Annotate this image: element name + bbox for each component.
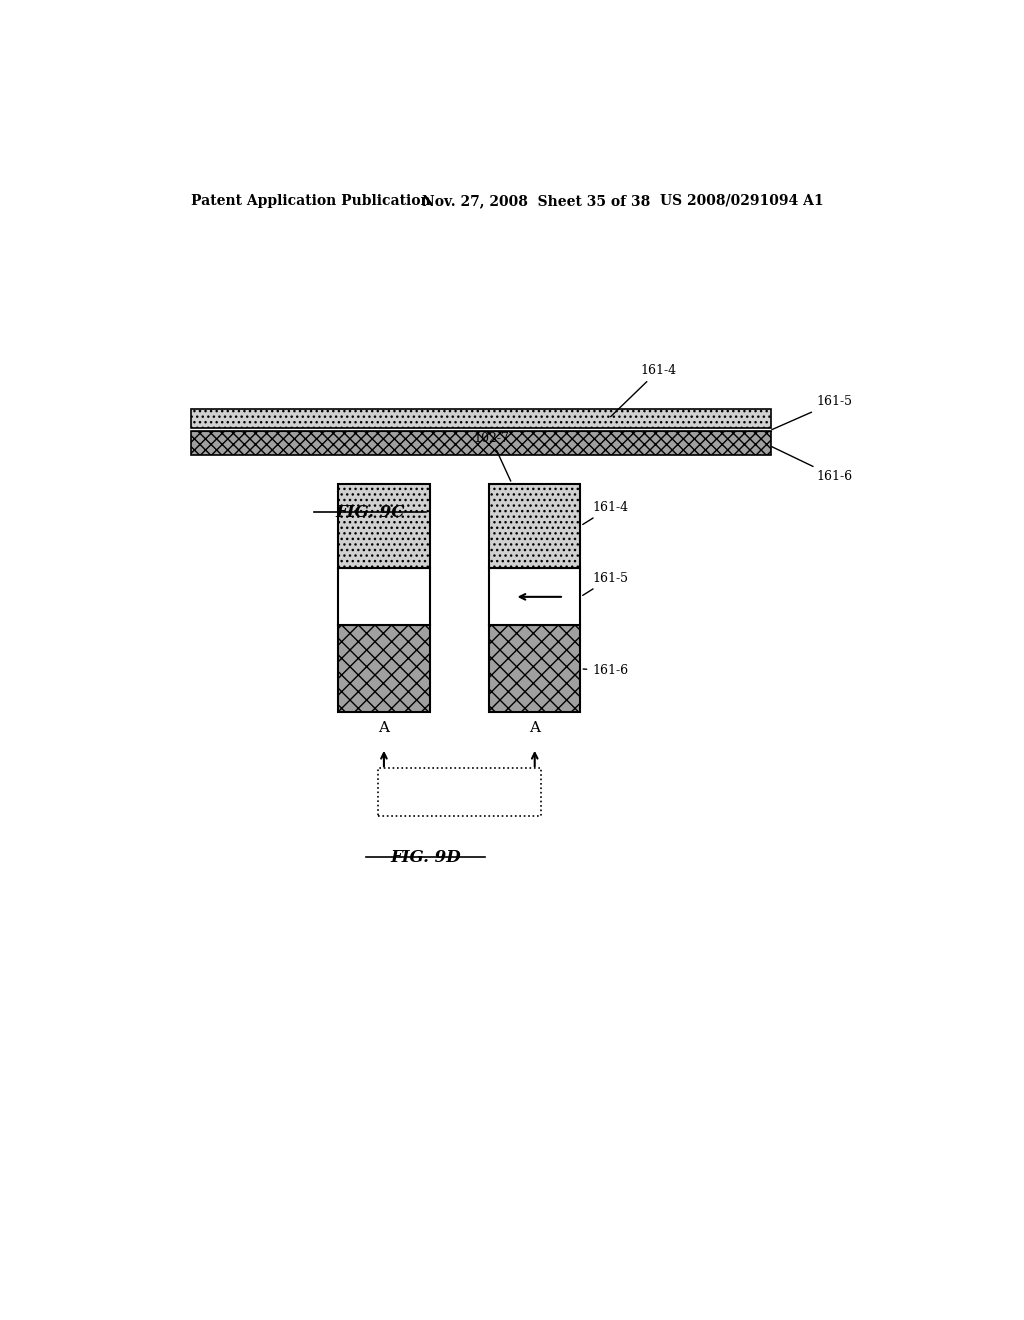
Bar: [489, 483, 581, 569]
Bar: [338, 569, 430, 626]
Bar: [191, 430, 771, 455]
Bar: [489, 569, 581, 626]
Text: 161-4: 161-4: [610, 364, 677, 417]
Text: A: A: [529, 721, 541, 735]
Bar: [378, 768, 541, 816]
Text: 161-4: 161-4: [583, 500, 629, 524]
Text: US 2008/0291094 A1: US 2008/0291094 A1: [659, 194, 823, 209]
Bar: [338, 483, 430, 569]
Text: A: A: [379, 721, 389, 735]
Text: FIG. 9D: FIG. 9D: [390, 849, 461, 866]
Bar: [489, 626, 581, 713]
Text: 161-5: 161-5: [772, 396, 853, 430]
Text: Nov. 27, 2008  Sheet 35 of 38: Nov. 27, 2008 Sheet 35 of 38: [422, 194, 650, 209]
Text: 161-6: 161-6: [772, 446, 853, 483]
Bar: [338, 626, 430, 713]
Text: 161-6: 161-6: [583, 664, 629, 677]
Text: FIG. 9C: FIG. 9C: [335, 504, 404, 521]
Text: 161-5: 161-5: [583, 572, 629, 595]
Text: Patent Application Publication: Patent Application Publication: [191, 194, 431, 209]
Bar: [191, 409, 771, 428]
Text: 102-7: 102-7: [473, 432, 511, 480]
